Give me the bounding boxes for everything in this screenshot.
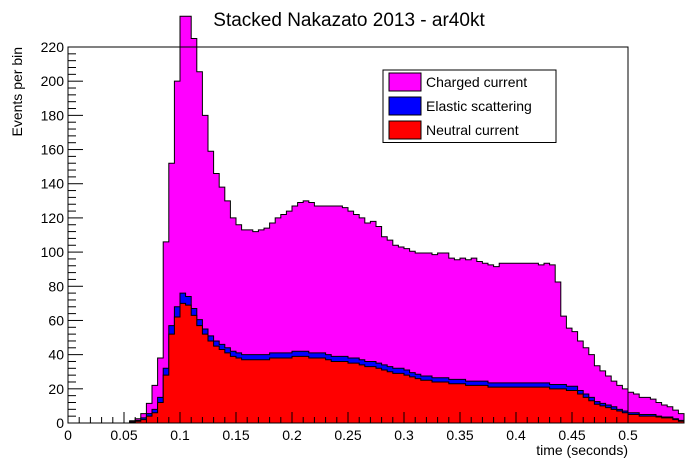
legend-label-charged-current: Charged current xyxy=(426,74,527,90)
y-tick-label: 220 xyxy=(41,39,65,55)
x-tick-label: 0.45 xyxy=(558,427,585,443)
x-axis-label: time (seconds) xyxy=(536,442,628,458)
y-tick-label: 80 xyxy=(48,278,64,294)
y-tick-label: 200 xyxy=(41,73,65,89)
x-tick-label: 0.35 xyxy=(446,427,473,443)
series-neutral-current xyxy=(68,302,685,424)
histogram-bars xyxy=(68,15,685,424)
x-tick-label: 0 xyxy=(64,427,72,443)
chart-title: Stacked Nakazato 2013 - ar40kt xyxy=(213,10,485,31)
y-tick-label: 100 xyxy=(41,244,65,260)
legend-label-neutral-current: Neutral current xyxy=(426,122,519,138)
y-tick-label: 40 xyxy=(48,347,64,363)
x-tick-label: 0.25 xyxy=(334,427,361,443)
x-tick-label: 0.15 xyxy=(222,427,249,443)
x-tick-label: 0.5 xyxy=(618,427,638,443)
y-tick-label: 60 xyxy=(48,312,64,328)
legend-swatch-elastic-scattering xyxy=(388,96,422,116)
y-tick-label: 140 xyxy=(41,176,65,192)
y-tick-label: 120 xyxy=(41,210,65,226)
legend-label-elastic-scattering: Elastic scattering xyxy=(426,98,532,114)
legend: Charged current Elastic scattering Neutral… xyxy=(382,69,557,143)
x-tick-label: 0.05 xyxy=(110,427,137,443)
y-tick-label: 180 xyxy=(41,107,65,123)
series-charged-current xyxy=(68,15,685,424)
legend-swatch-charged-current xyxy=(388,72,422,92)
y-tick-label: 160 xyxy=(41,142,65,158)
y-tick-label: 20 xyxy=(48,381,64,397)
y-tick-label: 0 xyxy=(56,415,64,431)
x-tick-label: 0.1 xyxy=(170,427,190,443)
x-tick-label: 0.4 xyxy=(506,427,526,443)
x-tick-label: 0.3 xyxy=(394,427,414,443)
axes: 0 0.05 0.1 0.15 0.2 0.25 0.3 0.35 0.4 0.45 0.5 0 20 4… xyxy=(41,39,638,443)
x-tick-label: 0.2 xyxy=(282,427,302,443)
y-axis-label: Events per bin xyxy=(9,47,25,137)
legend-swatch-neutral-current xyxy=(388,120,422,140)
